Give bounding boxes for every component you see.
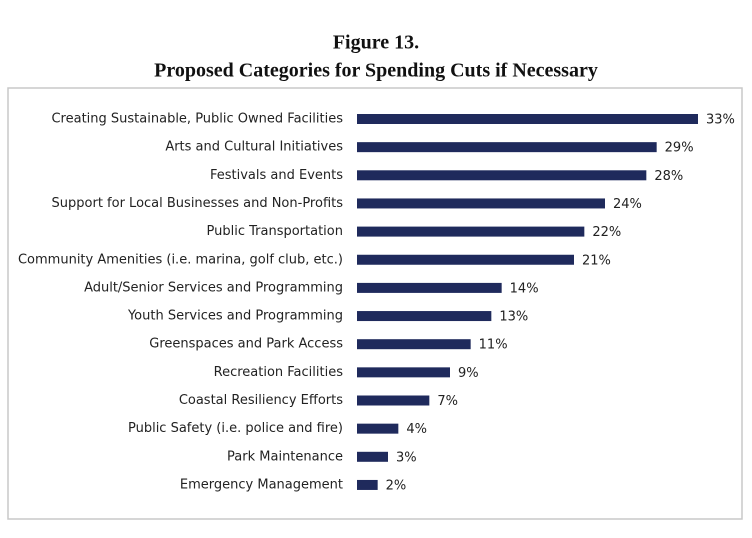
bar	[357, 170, 647, 181]
bar	[357, 395, 430, 406]
category-label: Support for Local Businesses and Non-Pro…	[52, 196, 344, 211]
value-label: 24%	[613, 197, 642, 212]
bar	[357, 226, 585, 237]
category-label: Community Amenities (i.e. marina, golf c…	[18, 252, 343, 267]
bar	[357, 282, 502, 293]
bar	[357, 114, 698, 124]
bar	[357, 423, 399, 434]
chart-frame	[7, 87, 743, 520]
category-label: Recreation Facilities	[214, 365, 344, 380]
category-label: Creating Sustainable, Public Owned Facil…	[51, 112, 343, 127]
chart-title: Figure 13.	[333, 32, 419, 54]
bar	[357, 339, 471, 350]
bar	[357, 479, 378, 490]
bar	[357, 254, 574, 265]
value-label: 11%	[479, 338, 508, 353]
bar	[357, 367, 450, 378]
chart-subtitle: Proposed Categories for Spending Cuts if…	[154, 60, 598, 82]
category-label: Emergency Management	[180, 477, 343, 492]
value-label: 3%	[396, 450, 417, 465]
category-label: Festivals and Events	[210, 168, 343, 183]
category-label: Adult/Senior Services and Programming	[84, 280, 343, 295]
value-label: 28%	[654, 169, 683, 184]
category-label: Coastal Resiliency Efforts	[179, 393, 343, 408]
category-label: Public Transportation	[207, 224, 343, 239]
category-label: Youth Services and Programming	[127, 309, 343, 324]
value-label: 29%	[665, 141, 694, 156]
category-label: Park Maintenance	[227, 449, 343, 464]
value-label: 33%	[706, 113, 735, 128]
category-label: Greenspaces and Park Access	[149, 337, 343, 352]
category-label: Public Safety (i.e. police and fire)	[128, 421, 343, 436]
bar	[357, 142, 657, 153]
value-label: 7%	[437, 394, 458, 409]
category-label: Arts and Cultural Initiatives	[165, 140, 343, 155]
bar	[357, 311, 492, 322]
value-label: 9%	[458, 366, 479, 381]
value-label: 14%	[510, 281, 539, 296]
bar	[357, 198, 605, 209]
value-label: 13%	[499, 310, 528, 325]
value-label: 4%	[406, 422, 427, 437]
value-label: 21%	[582, 253, 611, 268]
value-label: 22%	[592, 225, 621, 240]
bar	[357, 451, 388, 462]
value-label: 2%	[386, 478, 407, 493]
